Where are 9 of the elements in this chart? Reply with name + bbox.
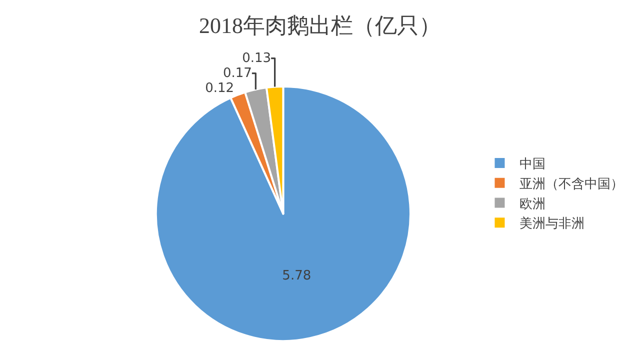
legend-label: 欧洲 (520, 196, 546, 212)
legend-label: 美洲与非洲 (520, 216, 585, 232)
data-label: 5.78 (282, 268, 312, 284)
chart-title: 2018年肉鹅出栏（亿只） (199, 12, 441, 38)
data-label: 0.12 (205, 80, 234, 96)
data-label: 0.17 (222, 66, 252, 81)
data-label: 0.13 (242, 50, 272, 66)
legend-label: 亚洲（不含中国） (520, 176, 624, 192)
legend-label: 中国 (520, 157, 546, 172)
